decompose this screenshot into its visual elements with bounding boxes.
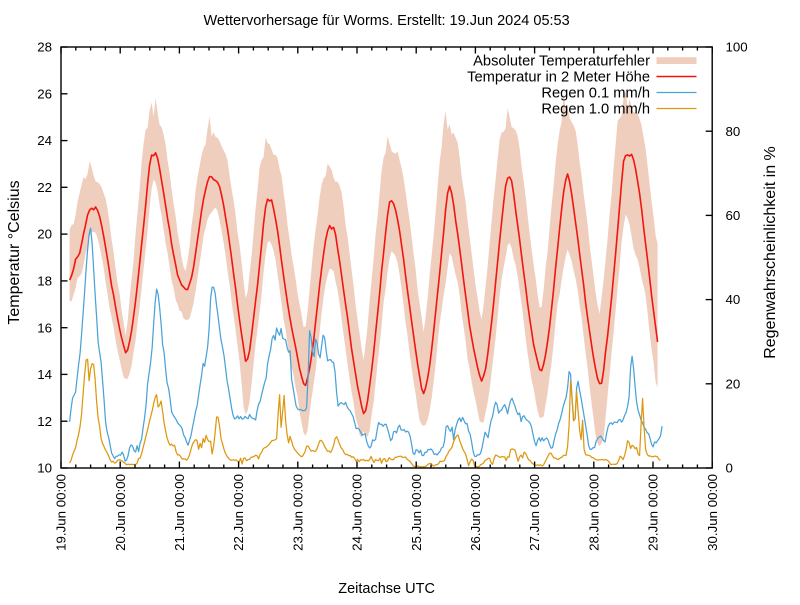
svg-text:21.Jun 00:00: 21.Jun 00:00 <box>172 474 187 551</box>
svg-text:28: 28 <box>37 40 52 55</box>
svg-text:Wettervorhersage für Worms. Er: Wettervorhersage für Worms. Erstellt: 19… <box>204 13 570 29</box>
svg-text:30.Jun 00:00: 30.Jun 00:00 <box>705 474 720 551</box>
svg-text:Regen 1.0 mm/h: Regen 1.0 mm/h <box>541 102 650 118</box>
svg-text:23.Jun 00:00: 23.Jun 00:00 <box>290 474 305 551</box>
svg-text:14: 14 <box>37 367 52 382</box>
svg-text:Absoluter Temperaturfehler: Absoluter Temperaturfehler <box>473 54 650 70</box>
svg-text:29.Jun 00:00: 29.Jun 00:00 <box>646 474 661 551</box>
svg-text:26: 26 <box>37 86 52 101</box>
svg-text:22: 22 <box>37 180 52 195</box>
svg-text:26.Jun 00:00: 26.Jun 00:00 <box>468 474 483 551</box>
svg-text:19.Jun 00:00: 19.Jun 00:00 <box>54 474 69 551</box>
svg-text:20: 20 <box>726 376 741 391</box>
svg-text:28.Jun 00:00: 28.Jun 00:00 <box>586 474 601 551</box>
svg-text:0: 0 <box>726 461 733 476</box>
svg-text:20: 20 <box>37 227 52 242</box>
svg-text:10: 10 <box>37 461 52 476</box>
svg-text:60: 60 <box>726 208 741 223</box>
svg-text:100: 100 <box>726 40 748 55</box>
svg-text:12: 12 <box>37 414 52 429</box>
svg-text:80: 80 <box>726 124 741 139</box>
svg-text:Regenwahrscheinlichkeit in %: Regenwahrscheinlichkeit in % <box>762 146 779 359</box>
svg-text:22.Jun 00:00: 22.Jun 00:00 <box>231 474 246 551</box>
svg-text:Regen 0.1 mm/h: Regen 0.1 mm/h <box>541 86 650 102</box>
svg-text:18: 18 <box>37 274 52 289</box>
svg-text:Temperatur in 2 Meter Höhe: Temperatur in 2 Meter Höhe <box>467 70 650 86</box>
svg-text:40: 40 <box>726 292 741 307</box>
svg-text:Zeitachse UTC: Zeitachse UTC <box>338 581 435 597</box>
svg-text:27.Jun 00:00: 27.Jun 00:00 <box>527 474 542 551</box>
svg-text:16: 16 <box>37 320 52 335</box>
svg-text:24.Jun 00:00: 24.Jun 00:00 <box>350 474 365 551</box>
svg-text:24: 24 <box>37 133 52 148</box>
svg-text:20.Jun 00:00: 20.Jun 00:00 <box>113 474 128 551</box>
svg-text:Temperatur °Celsius: Temperatur °Celsius <box>6 180 23 324</box>
svg-text:25.Jun 00:00: 25.Jun 00:00 <box>409 474 424 551</box>
